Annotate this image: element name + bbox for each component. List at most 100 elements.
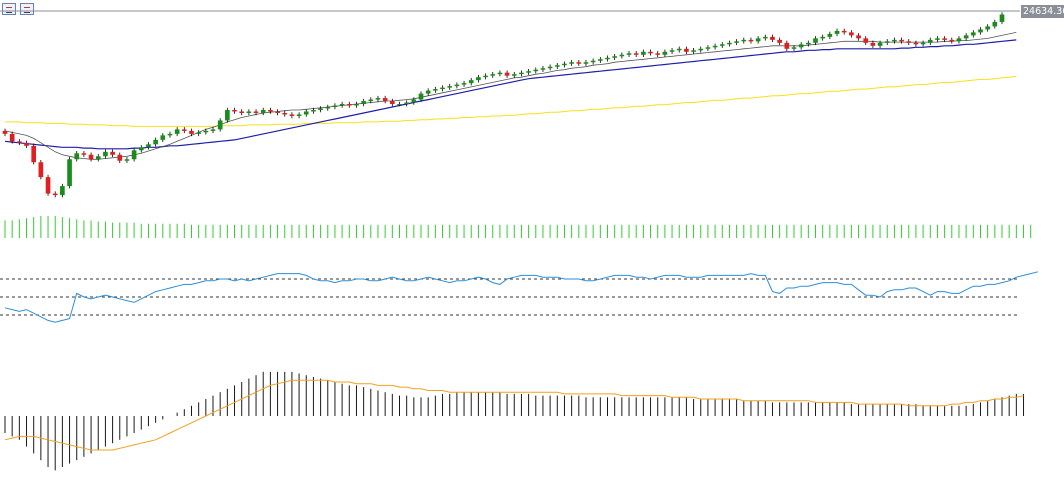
candle-body — [856, 35, 861, 39]
candle-body — [741, 39, 747, 42]
chart-icon[interactable] — [2, 3, 16, 15]
candle-body — [60, 186, 65, 196]
candle-body — [95, 156, 101, 160]
candle-body — [138, 147, 144, 151]
candle-body — [447, 86, 453, 88]
chart-toolbar — [2, 3, 34, 15]
rsi-line — [4, 271, 1039, 323]
candle-body — [189, 130, 194, 134]
candle-body — [583, 62, 589, 64]
candle-body — [734, 41, 739, 43]
candle-body — [397, 104, 402, 106]
candle-body — [970, 32, 976, 36]
candle-body — [110, 151, 115, 155]
candle-body — [389, 101, 395, 105]
candle-body — [181, 129, 187, 131]
candle-body — [526, 71, 531, 73]
candle-body — [906, 41, 912, 43]
candle-body — [590, 60, 596, 63]
candle-body — [253, 111, 259, 113]
candle-body — [483, 75, 488, 78]
candle-body — [167, 133, 173, 136]
candle-body — [999, 14, 1005, 22]
candle-body — [382, 98, 388, 102]
candle-body — [519, 72, 524, 75]
candle-body — [9, 133, 15, 142]
candle-body — [806, 42, 811, 45]
candle-body — [504, 72, 510, 76]
candle-body — [196, 132, 201, 134]
candle-body — [834, 30, 840, 34]
candle-body — [777, 39, 782, 43]
candle-body — [490, 74, 496, 76]
candle-body — [813, 38, 818, 43]
candle-body — [38, 162, 44, 178]
candle-body — [289, 114, 295, 116]
candle-body — [798, 44, 804, 48]
candle-body — [863, 38, 869, 43]
candle-body — [260, 110, 266, 113]
candle-body — [146, 144, 151, 148]
candle-body — [67, 159, 72, 187]
candle-body — [303, 111, 309, 115]
candle-body — [612, 56, 618, 58]
candle-body — [275, 111, 280, 113]
candle-body — [884, 41, 890, 43]
candle-body — [232, 110, 237, 112]
candle-body — [648, 51, 653, 54]
candle-body — [956, 38, 962, 42]
candle-body — [174, 129, 180, 134]
candle-body — [899, 39, 904, 42]
candle-body — [655, 53, 661, 55]
candle-body — [225, 110, 230, 121]
macd-signal-line — [4, 379, 1024, 451]
candle-body — [440, 87, 445, 90]
candle-body — [927, 39, 933, 43]
candle-body — [52, 193, 58, 196]
price-panel — [0, 10, 1020, 198]
candle-body — [920, 42, 926, 45]
candle-body — [784, 42, 790, 49]
candle-body — [935, 38, 940, 40]
candle-body — [877, 42, 883, 46]
candle-body — [339, 104, 345, 106]
candle-body — [511, 74, 517, 76]
candle-body — [540, 68, 546, 70]
candle-body — [88, 154, 94, 160]
candle-body — [24, 142, 29, 146]
candle-body — [217, 120, 223, 130]
candle-body — [892, 39, 897, 42]
candle-body — [791, 47, 797, 49]
candle-body — [770, 36, 775, 40]
candle-body — [103, 151, 108, 157]
candle-body — [325, 107, 331, 109]
candle-body — [468, 80, 474, 84]
candle-body — [633, 53, 639, 55]
candle-body — [669, 50, 675, 52]
candle-body — [641, 51, 646, 55]
candle-body — [203, 130, 209, 133]
ma-slow-line — [5, 75, 1017, 127]
candle-body — [454, 84, 460, 87]
candle-body — [425, 90, 431, 94]
candle-body — [942, 38, 947, 40]
candle-body — [332, 105, 338, 108]
candle-body — [705, 47, 711, 49]
candle-body — [433, 89, 438, 91]
candle-body — [755, 38, 761, 42]
candle-body — [210, 129, 216, 131]
candle-body — [985, 26, 990, 30]
candle-body — [547, 66, 553, 69]
candle-body — [368, 99, 374, 102]
candle-body — [404, 102, 410, 105]
candle-body — [691, 50, 696, 52]
candle-body — [2, 130, 8, 134]
candle-body — [131, 150, 137, 160]
candle-body — [497, 72, 503, 75]
candle-body — [684, 48, 689, 52]
candle-body — [605, 57, 610, 60]
rsi-panel — [0, 271, 1039, 323]
indicator-icon[interactable] — [20, 3, 34, 15]
candle-body — [533, 69, 539, 72]
